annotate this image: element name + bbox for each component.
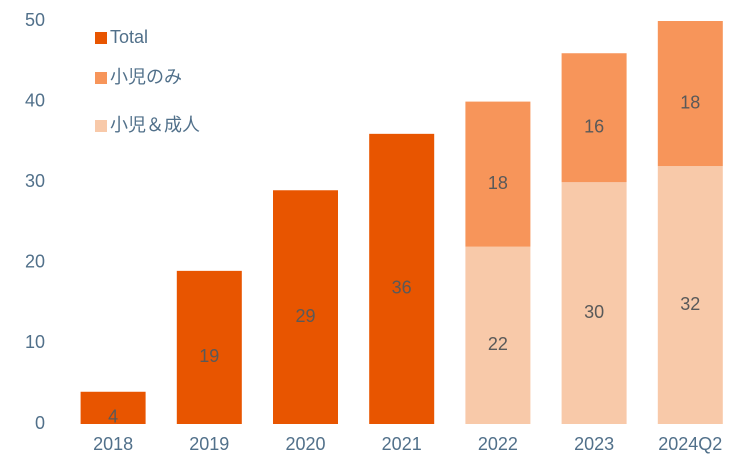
x-tick-label: 2021 xyxy=(382,434,422,454)
bar-segment xyxy=(369,133,435,424)
data-label: 18 xyxy=(488,173,508,193)
data-label: 36 xyxy=(392,278,412,298)
y-tick-label: 40 xyxy=(25,90,45,110)
x-tick-label: 2018 xyxy=(93,434,133,454)
legend-label: Total xyxy=(110,27,148,47)
x-tick-label: 2023 xyxy=(574,434,614,454)
data-label: 22 xyxy=(488,334,508,354)
bar-segment xyxy=(465,101,531,247)
bar-segment xyxy=(657,21,723,167)
bar-segment xyxy=(176,270,242,424)
y-tick-label: 50 xyxy=(25,10,45,30)
bar-segment xyxy=(561,182,627,424)
x-tick-label: 2019 xyxy=(189,434,229,454)
data-label: 4 xyxy=(108,407,118,427)
data-label: 30 xyxy=(584,302,604,322)
y-tick-label: 20 xyxy=(25,252,45,272)
data-label: 18 xyxy=(680,92,700,112)
bar-segment xyxy=(80,391,146,424)
legend-label: 小児のみ xyxy=(110,67,182,87)
y-tick-label: 30 xyxy=(25,171,45,191)
y-tick-label: 10 xyxy=(25,332,45,352)
bar-segment xyxy=(657,166,723,424)
bar-segment xyxy=(561,53,627,183)
legend-swatch xyxy=(95,120,107,132)
legend-swatch xyxy=(95,32,107,44)
data-label: 29 xyxy=(295,306,315,326)
x-tick-label: 2020 xyxy=(285,434,325,454)
bar-segment xyxy=(273,190,338,424)
data-label: 19 xyxy=(199,346,219,366)
legend-label: 小児＆成人 xyxy=(110,115,200,135)
data-label: 16 xyxy=(584,116,604,136)
x-tick-label: 2022 xyxy=(478,434,518,454)
bar-segment xyxy=(465,246,531,424)
legend-swatch xyxy=(95,72,107,84)
y-tick-label: 0 xyxy=(35,413,45,433)
data-label: 32 xyxy=(680,294,700,314)
x-tick-label: 2024Q2 xyxy=(658,434,722,454)
